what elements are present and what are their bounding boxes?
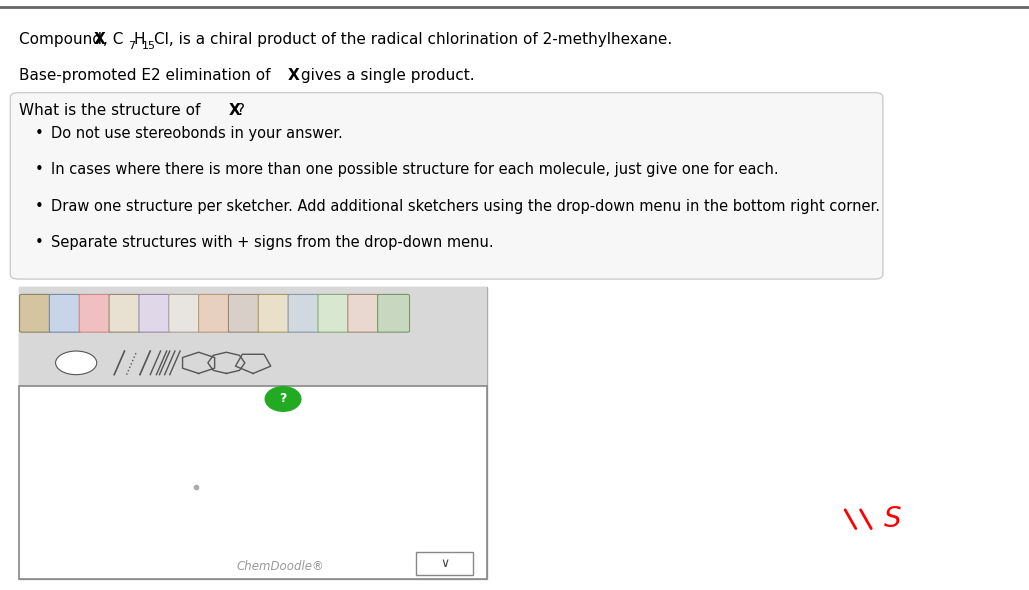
Text: H: H	[134, 32, 145, 47]
Text: ▾: ▾	[44, 358, 49, 368]
FancyBboxPatch shape	[19, 386, 487, 579]
Circle shape	[56, 351, 97, 375]
Ellipse shape	[264, 386, 301, 412]
Text: ƒn: ƒn	[291, 356, 305, 370]
FancyBboxPatch shape	[199, 294, 230, 332]
Text: ±: ±	[346, 352, 354, 362]
Text: X: X	[287, 68, 299, 83]
Text: +: +	[71, 356, 81, 369]
Text: ?: ?	[279, 392, 287, 405]
FancyBboxPatch shape	[288, 294, 320, 332]
Text: gives a single product.: gives a single product.	[295, 68, 474, 83]
Text: X: X	[228, 103, 241, 118]
Text: •: •	[35, 162, 44, 177]
Text: Separate structures with + signs from the drop-down menu.: Separate structures with + signs from th…	[51, 235, 494, 250]
Text: Base-promoted E2 elimination of: Base-promoted E2 elimination of	[19, 68, 275, 83]
FancyBboxPatch shape	[228, 294, 260, 332]
FancyBboxPatch shape	[19, 287, 487, 339]
Text: In cases where there is more than one possible structure for each molecule, just: In cases where there is more than one po…	[51, 162, 779, 177]
FancyBboxPatch shape	[318, 294, 350, 332]
FancyBboxPatch shape	[20, 294, 51, 332]
Text: 7: 7	[128, 41, 135, 51]
FancyBboxPatch shape	[19, 287, 487, 579]
Text: Cl, is a chiral product of the radical chlorination of 2-methylhexane.: Cl, is a chiral product of the radical c…	[154, 32, 673, 47]
Text: •: •	[35, 199, 44, 214]
FancyBboxPatch shape	[19, 339, 487, 386]
Text: X: X	[94, 32, 106, 47]
Text: ▾: ▾	[181, 358, 186, 368]
Text: •: •	[35, 126, 44, 140]
Text: ?: ?	[237, 103, 245, 118]
FancyBboxPatch shape	[109, 294, 141, 332]
Text: S: S	[884, 505, 901, 533]
FancyBboxPatch shape	[139, 294, 171, 332]
Text: ChemDoodle®: ChemDoodle®	[237, 560, 324, 573]
Text: 0: 0	[29, 354, 41, 372]
Text: •: •	[35, 235, 44, 250]
FancyBboxPatch shape	[79, 294, 111, 332]
Text: ▾: ▾	[105, 358, 110, 368]
Text: 15: 15	[142, 41, 156, 51]
Text: Draw one structure per sketcher. Add additional sketchers using the drop-down me: Draw one structure per sketcher. Add add…	[51, 199, 881, 214]
FancyBboxPatch shape	[49, 294, 81, 332]
FancyBboxPatch shape	[169, 294, 201, 332]
Text: ∨: ∨	[440, 557, 450, 570]
Text: Do not use stereobonds in your answer.: Do not use stereobonds in your answer.	[51, 126, 344, 140]
Text: , C: , C	[103, 32, 122, 47]
Text: What is the structure of: What is the structure of	[19, 103, 205, 118]
FancyBboxPatch shape	[348, 294, 380, 332]
Text: ▾: ▾	[276, 358, 281, 368]
Text: Compound: Compound	[19, 32, 106, 47]
FancyBboxPatch shape	[10, 93, 883, 279]
FancyBboxPatch shape	[378, 294, 410, 332]
FancyBboxPatch shape	[258, 294, 290, 332]
Text: [: [	[332, 354, 339, 372]
FancyBboxPatch shape	[417, 552, 473, 575]
